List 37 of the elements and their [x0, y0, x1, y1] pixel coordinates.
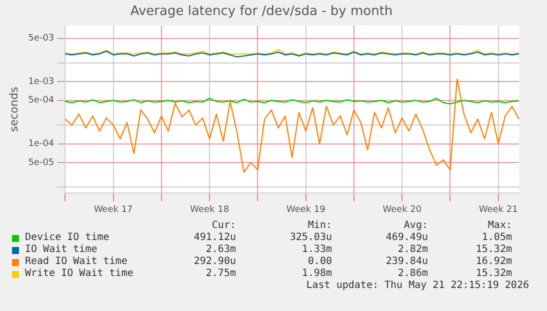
- text: 2.75m: [204, 268, 236, 280]
- text: 325.03u: [288, 232, 332, 244]
- text: 491.12u: [192, 232, 236, 244]
- text: 1.98m: [300, 268, 332, 280]
- y-tick-label: 5e-03: [28, 34, 54, 44]
- text: 292.90u: [192, 256, 236, 268]
- x-tick-label: Week 17: [94, 204, 133, 215]
- y-tick-label: 5e-04: [28, 96, 54, 106]
- text: 0.00: [306, 256, 332, 268]
- text: 1.05m: [480, 232, 512, 244]
- text: Avg:: [402, 220, 428, 232]
- legend-label: IO Wait time: [25, 244, 98, 256]
- x-tick-label: Week 20: [382, 204, 422, 215]
- text: 15.32m: [474, 244, 512, 256]
- legend-label: Device IO time: [25, 232, 110, 244]
- text: Min:: [306, 220, 332, 232]
- legend-label: Read IO Wait time: [25, 256, 128, 268]
- x-tick-label: Week 18: [190, 204, 230, 215]
- text: 1.33m: [300, 244, 332, 256]
- y-axis-title: seconds: [7, 86, 20, 132]
- y-tick-label: 5e-05: [28, 158, 54, 168]
- text: 2.82m: [396, 244, 428, 256]
- text: Last update: Thu May 21 22:15:19 2026: [305, 280, 529, 291]
- text: Cur:: [210, 220, 236, 232]
- text: Max:: [486, 220, 512, 232]
- y-tick-label: 1e-04: [28, 139, 54, 150]
- text: 239.84u: [384, 256, 428, 268]
- x-tick-label: Week 19: [286, 204, 326, 215]
- text: 16.92m: [474, 256, 512, 268]
- text: 2.86m: [396, 268, 428, 280]
- x-tick-label: Week 21: [478, 204, 518, 215]
- chart-title: Average latency for /dev/sda - by month: [130, 4, 393, 20]
- text: 2.63m: [204, 244, 236, 256]
- text: 469.49u: [384, 232, 428, 244]
- y-tick-label: 1e-03: [28, 77, 54, 88]
- text: 15.32m: [474, 268, 512, 280]
- legend-label: Write IO Wait time: [25, 268, 134, 280]
